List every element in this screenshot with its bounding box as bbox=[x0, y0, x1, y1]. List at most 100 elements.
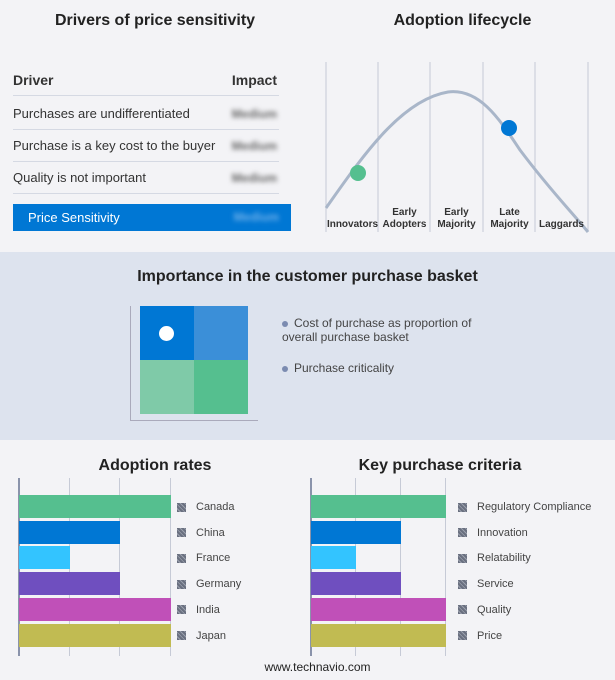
grid-line bbox=[170, 478, 171, 656]
stage-line1: Early bbox=[444, 207, 469, 218]
driver-impact: Medium bbox=[231, 107, 277, 121]
stage-label: Late Majority bbox=[483, 207, 536, 231]
legend-swatch-icon bbox=[177, 631, 186, 641]
legend-swatch-icon bbox=[177, 528, 186, 538]
legend-label: Germany bbox=[196, 578, 242, 591]
stage-line2: Adopters bbox=[382, 219, 427, 230]
basket-section bbox=[0, 252, 615, 440]
stage-line1 bbox=[535, 207, 588, 219]
basket-title: Importance in the customer purchase bask… bbox=[137, 268, 478, 285]
bar bbox=[311, 572, 401, 596]
stage-label: Laggards bbox=[535, 207, 588, 231]
stage-line2: Majority bbox=[437, 219, 476, 230]
driver-label: Quality is not important bbox=[13, 170, 146, 185]
legend-swatch-icon bbox=[458, 528, 467, 538]
impact-col: Impact bbox=[231, 72, 277, 88]
grid-line bbox=[119, 478, 121, 656]
kpc-title: Key purchase criteria bbox=[358, 457, 522, 474]
legend-item: Canada bbox=[177, 501, 235, 513]
legend-swatch-icon bbox=[177, 502, 186, 512]
legend-label: Regulatory Compliance bbox=[477, 501, 592, 513]
stage-line1 bbox=[326, 207, 379, 219]
y-axis bbox=[130, 306, 131, 421]
driver-row: Purchases are undifferentiated Medium bbox=[13, 98, 279, 130]
driver-label: Purchase is a key cost to the buyer bbox=[13, 138, 216, 153]
bar bbox=[19, 546, 70, 570]
legend-label: Quality bbox=[477, 603, 512, 616]
legend-label: India bbox=[196, 603, 220, 616]
lifecycle-chart bbox=[324, 62, 590, 233]
stage-label: Early Majority bbox=[430, 207, 483, 231]
legend-label: Japan bbox=[196, 629, 226, 642]
stage-label: Early Adopters bbox=[378, 207, 431, 231]
lifecycle-marker bbox=[350, 165, 366, 181]
stage-line2: Innovators bbox=[326, 219, 379, 230]
bullet-icon bbox=[282, 320, 288, 327]
x-axis bbox=[130, 420, 258, 421]
legend-label: France bbox=[196, 552, 231, 565]
driver-col: Driver bbox=[13, 72, 54, 88]
legend-item: Quality bbox=[458, 604, 511, 616]
legend-swatch-icon bbox=[458, 553, 467, 563]
bar bbox=[311, 520, 401, 544]
grid-line bbox=[400, 478, 401, 656]
legend-item: Price bbox=[458, 630, 502, 642]
bar bbox=[311, 597, 446, 621]
summary-impact: Medium bbox=[233, 210, 279, 224]
legend-label: Service bbox=[477, 578, 514, 591]
stage-line2: Majority bbox=[490, 219, 529, 230]
driver-label: Purchases are undifferentiated bbox=[13, 106, 190, 121]
grid-line bbox=[445, 478, 446, 656]
lifecycle-title: Adoption lifecycle bbox=[393, 12, 532, 29]
quadrant-bl bbox=[140, 360, 194, 414]
bar bbox=[19, 597, 171, 621]
marker-dot bbox=[159, 326, 174, 341]
footer-url: www.technavio.com bbox=[264, 660, 371, 674]
driver-impact: Medium bbox=[231, 171, 277, 185]
stage-label: Innovators bbox=[326, 207, 379, 231]
legend-text: Cost of purchase as proportion of overal… bbox=[282, 316, 472, 344]
price-sensitivity-row: Price Sensitivity Medium bbox=[13, 204, 291, 231]
quadrant-tl bbox=[140, 306, 194, 360]
bar bbox=[19, 623, 171, 647]
drivers-header: Driver Impact bbox=[13, 64, 279, 96]
bar bbox=[311, 546, 356, 570]
legend-swatch-icon bbox=[177, 579, 186, 589]
bar bbox=[19, 572, 121, 596]
bar bbox=[19, 495, 171, 518]
bullet-icon bbox=[282, 365, 288, 372]
legend-label: Canada bbox=[196, 501, 235, 513]
legend-label: China bbox=[196, 526, 225, 539]
legend-item: Service bbox=[458, 578, 514, 590]
adoption-curve bbox=[324, 90, 590, 233]
legend-item: China bbox=[177, 527, 225, 539]
legend-item: Regulatory Compliance bbox=[458, 501, 591, 513]
legend-swatch-icon bbox=[458, 605, 467, 615]
driver-row: Purchase is a key cost to the buyer Mediu… bbox=[13, 130, 279, 162]
legend-label: Relatability bbox=[477, 552, 531, 565]
lifecycle-marker bbox=[501, 120, 517, 136]
basket-legend-2: Purchase criticality bbox=[282, 361, 394, 375]
basket-legend-1: Cost of purchase as proportion of overal… bbox=[282, 316, 482, 344]
summary-label: Price Sensitivity bbox=[28, 210, 120, 225]
quadrant-br bbox=[194, 360, 248, 414]
bar bbox=[19, 520, 121, 544]
legend-text: Purchase criticality bbox=[294, 361, 395, 375]
bar bbox=[311, 495, 446, 518]
legend-swatch-icon bbox=[458, 631, 467, 641]
legend-swatch-icon bbox=[177, 605, 186, 615]
bar bbox=[311, 623, 446, 647]
legend-swatch-icon bbox=[458, 579, 467, 589]
legend-label: Innovation bbox=[477, 526, 528, 539]
legend-swatch-icon bbox=[177, 553, 186, 563]
adoption-rates-title: Adoption rates bbox=[98, 457, 212, 474]
drivers-title: Drivers of price sensitivity bbox=[54, 12, 256, 29]
driver-row: Quality is not important Medium bbox=[13, 162, 279, 194]
legend-item: India bbox=[177, 604, 220, 616]
legend-item: Germany bbox=[177, 578, 241, 590]
stage-line1: Late bbox=[499, 207, 520, 218]
quadrant-tr bbox=[194, 306, 248, 360]
stage-line1: Early bbox=[392, 207, 417, 218]
legend-item: France bbox=[177, 552, 230, 564]
legend-swatch-icon bbox=[458, 502, 467, 512]
